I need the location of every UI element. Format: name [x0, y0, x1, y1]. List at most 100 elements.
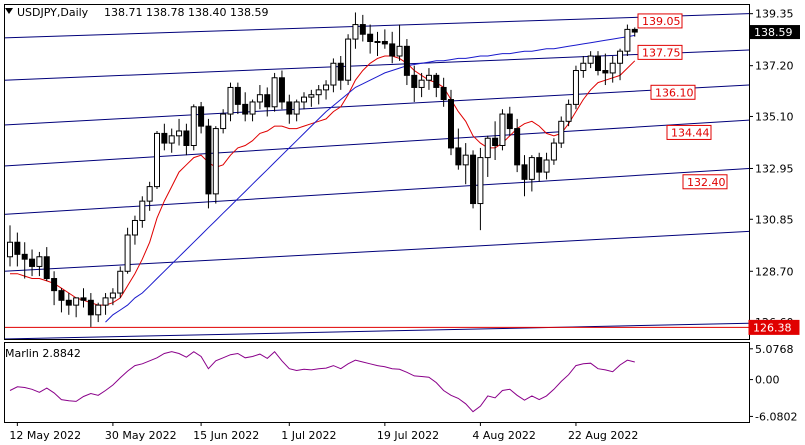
channel-line	[3, 13, 750, 39]
candle-body-bull	[550, 142, 557, 161]
candle-body-bull	[396, 45, 403, 57]
candle-body-bear	[21, 253, 28, 260]
marlin-line	[9, 350, 635, 413]
time-tick-label: 22 Aug 2022	[568, 429, 638, 442]
candle	[301, 92, 307, 110]
candle-body-bull	[330, 62, 337, 86]
candle	[565, 99, 572, 127]
candle-body-bull	[609, 62, 616, 74]
candle-body-bear	[205, 125, 212, 195]
candle-body-bear	[80, 297, 87, 301]
candle-body-bull	[543, 159, 550, 173]
candle	[440, 77, 447, 107]
candle-body-bull	[117, 270, 124, 294]
candle	[624, 24, 631, 57]
candle-body-bear	[337, 62, 344, 81]
ma-fast-line	[10, 55, 636, 306]
candle	[65, 293, 72, 315]
time-tick-label: 19 Jul 2022	[377, 429, 439, 442]
candle-body-bull	[617, 50, 624, 64]
candle	[278, 70, 285, 110]
channel-line	[3, 322, 750, 340]
candle	[337, 56, 344, 90]
candle	[234, 82, 241, 115]
candle	[161, 123, 168, 151]
time-tick-label: 15 Jun 2022	[193, 429, 259, 442]
level-tag: 132.40	[682, 174, 728, 190]
candle-body-bull	[323, 84, 330, 91]
candle-body-bull	[558, 120, 565, 144]
candle-body-bear	[65, 299, 72, 306]
chart-header: USDJPY,Daily 138.71 138.78 138.40 138.59	[5, 6, 268, 19]
candle-body-bear	[470, 154, 477, 205]
candle	[359, 14, 366, 42]
candle	[609, 56, 616, 83]
current-price-box	[750, 25, 800, 40]
candle-body-bear	[602, 70, 609, 74]
candle-body-bull	[249, 101, 256, 115]
price-tick-label: 135.10	[755, 110, 794, 123]
candle	[308, 89, 315, 107]
candle-body-bull	[190, 106, 197, 146]
level-tag-label: 134.44	[671, 126, 710, 139]
candle-body-bear	[14, 241, 21, 255]
candle-body-bull	[587, 55, 594, 64]
candle	[558, 116, 565, 148]
candle	[198, 101, 205, 134]
candle	[154, 130, 160, 190]
candle	[396, 24, 403, 61]
candle	[403, 39, 410, 86]
candle	[470, 150, 477, 209]
candle-body-bear	[631, 28, 638, 33]
candle	[176, 118, 183, 146]
level-tag-label: 139.05	[642, 15, 681, 28]
candle-body-bull	[146, 186, 153, 202]
candle-body-bull	[425, 74, 432, 81]
candle-body-bull	[462, 154, 469, 166]
candle	[249, 99, 256, 122]
candle	[168, 128, 175, 153]
level-tag-box	[650, 84, 696, 100]
candle	[425, 68, 432, 90]
candle	[139, 196, 146, 228]
candle-body-bull	[168, 135, 175, 144]
price-tick-label: 130.85	[755, 213, 794, 226]
candle	[367, 24, 374, 54]
candle	[602, 53, 609, 86]
level-tag-label: 137.75	[642, 46, 681, 59]
channel-line	[3, 119, 750, 167]
candle	[109, 288, 116, 306]
candle-body-bear	[506, 113, 513, 130]
candle-body-bull	[131, 219, 138, 236]
candle-body-bull	[565, 103, 572, 122]
oscillator-title: Marlin 2.8842	[5, 347, 81, 360]
candle-body-bear	[87, 299, 94, 316]
level-tag: 139.05	[637, 13, 683, 29]
ma-slow-line	[105, 34, 635, 323]
candle	[183, 123, 190, 156]
candle	[381, 29, 388, 49]
price-tick-label: 128.70	[755, 265, 794, 278]
candle-body-bull	[624, 28, 631, 52]
candle	[411, 65, 418, 102]
candle	[220, 109, 227, 134]
candle	[87, 293, 94, 327]
symbol-dropdown-icon[interactable]	[5, 8, 13, 14]
level-tag-label: 136.10	[655, 86, 694, 99]
candle-body-bull	[7, 241, 13, 258]
candle-body-bear	[455, 147, 462, 166]
candle	[484, 135, 491, 177]
candle	[455, 128, 462, 170]
level-tag-box	[637, 44, 683, 60]
candle-body-bear	[536, 157, 543, 173]
candle-body-bear	[521, 164, 528, 180]
channel-line	[3, 167, 750, 215]
candle-body-bull	[212, 128, 219, 195]
oscillator-tick-label: -6.0802	[755, 410, 797, 423]
candle-body-bear	[440, 86, 447, 101]
candle	[264, 87, 271, 117]
candle-body-bear	[242, 103, 249, 115]
level-tag: 137.75	[637, 44, 683, 60]
symbol-label: USDJPY,Daily	[17, 6, 89, 19]
